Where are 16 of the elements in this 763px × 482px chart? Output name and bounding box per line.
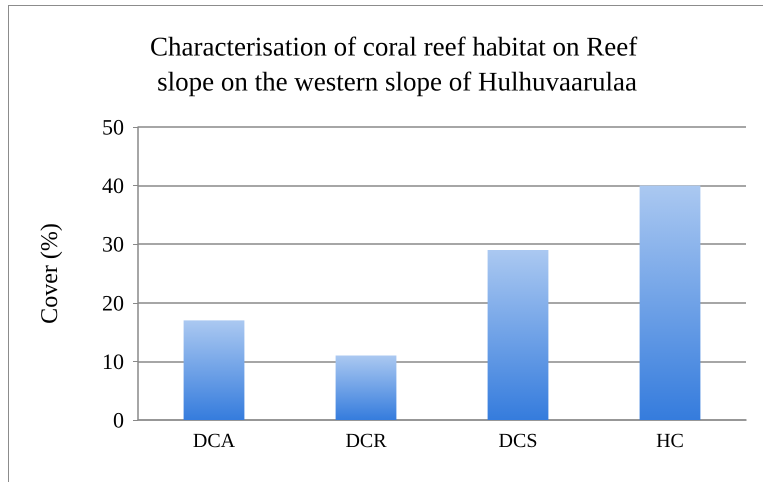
y-tick-label: 30 [102,232,124,257]
bar [336,356,396,420]
x-tick-label: DCA [192,430,236,452]
y-tick-label: 20 [102,290,124,316]
x-tick-label: DCR [345,430,388,452]
y-tick-label: 40 [102,173,124,198]
bar [184,320,244,420]
x-tick-label: DCS [498,430,538,452]
y-tick-label: 50 [102,114,124,140]
x-tick-label: HC [656,430,684,452]
chart-title: Characterisation of coral reef habitat on Reef slope on the western slope of Hulhuvaarulaa [150,32,644,96]
bar [640,186,700,420]
bar [488,250,548,420]
y-tick-label: 10 [102,348,124,374]
y-axis-title: Cover (%) [37,223,63,324]
y-tick-label: 0 [113,408,124,432]
